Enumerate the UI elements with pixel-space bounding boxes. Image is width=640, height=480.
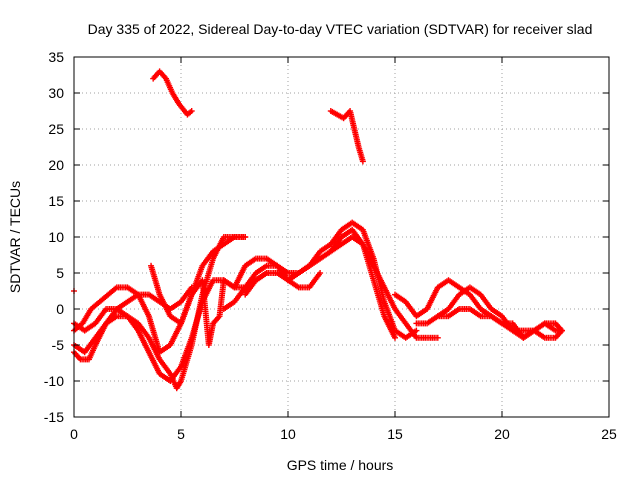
y-tick-label: 5 (56, 265, 64, 281)
y-tick-label: 0 (56, 301, 64, 317)
series-pass-a (150, 68, 195, 118)
y-tick-label: 25 (48, 121, 64, 137)
series-pass-b (327, 108, 366, 165)
y-tick-label: 15 (48, 193, 64, 209)
grid-lines (74, 57, 609, 417)
y-tick-label: 35 (48, 49, 64, 65)
y-tick-label: 20 (48, 157, 64, 173)
data-point (434, 334, 441, 341)
chart-title: Day 335 of 2022, Sidereal Day-to-day VTE… (88, 21, 593, 37)
y-tick-label: 30 (48, 85, 64, 101)
data-series (71, 68, 565, 392)
x-tick-label: 20 (494, 426, 510, 442)
y-axis-label: SDTVAR / TECUs (7, 181, 23, 293)
data-point (317, 270, 324, 276)
y-axis-ticks: 35 30 25 20 15 10 5 0 -5 -10 -15 (44, 49, 609, 425)
data-point (558, 327, 565, 334)
x-tick-label: 5 (177, 426, 185, 442)
x-tick-label: 25 (601, 426, 617, 442)
series-pass-i (285, 234, 441, 341)
x-tick-label: 0 (70, 426, 78, 442)
y-tick-label: -5 (52, 337, 65, 353)
series-pass-m (71, 284, 195, 356)
series-pass-h (242, 219, 420, 341)
y-tick-label: -15 (44, 409, 64, 425)
data-point (242, 234, 249, 240)
series-pass-l (434, 306, 565, 341)
data-point (188, 284, 195, 291)
data-point (392, 334, 398, 341)
series-pass-g (220, 226, 398, 341)
x-tick-label: 15 (387, 426, 403, 442)
y-tick-label: 10 (48, 229, 64, 245)
data-point (188, 108, 195, 114)
data-point (413, 327, 420, 334)
data-point (359, 158, 366, 165)
x-axis-label: GPS time / hours (287, 457, 394, 473)
y-tick-label: -10 (44, 373, 64, 389)
x-axis-ticks: 0 5 10 15 20 25 (70, 57, 617, 442)
x-tick-label: 10 (280, 426, 296, 442)
